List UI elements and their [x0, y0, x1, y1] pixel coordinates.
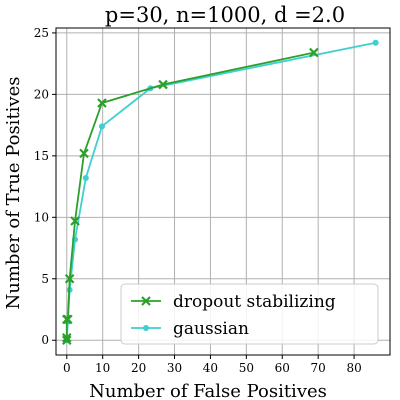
- chart-title: p=30, n=1000, d =2.0: [105, 3, 345, 27]
- data-point-stroke: [61, 333, 72, 343]
- data-point: [372, 39, 379, 46]
- y-tick-label: 15: [34, 149, 49, 163]
- y-tick-label: 10: [34, 210, 49, 224]
- x-tick-label: 50: [239, 361, 254, 375]
- y-tick-label: 5: [41, 272, 49, 286]
- data-point-stroke: [97, 98, 107, 108]
- legend-label: gaussian: [173, 319, 249, 339]
- data-point-stroke: [309, 47, 319, 58]
- plot-frame: [55, 27, 391, 356]
- ticks: 0 10 20 30 40 50 60 70 80 0 5 10 15 20 25: [34, 26, 362, 375]
- x-tick-label: 20: [131, 361, 146, 375]
- series-dropout-stabilizing: [61, 47, 319, 346]
- data-point: [64, 274, 75, 284]
- data-point-stroke: [158, 79, 168, 90]
- data-point: [98, 123, 105, 130]
- legend: dropout stabilizing gaussian: [120, 283, 379, 345]
- legend-box: [120, 283, 379, 345]
- x-tick-label: 10: [95, 361, 110, 375]
- legend-swatch-marker: [141, 296, 151, 306]
- series-layer: [61, 39, 379, 346]
- x-axis-label: Number of False Positives: [89, 381, 327, 400]
- data-point: [61, 335, 72, 346]
- data-point-stroke: [61, 335, 72, 346]
- legend-label: dropout stabilizing: [173, 292, 336, 312]
- data-point: [61, 333, 72, 343]
- y-axis-label: Number of True Positives: [3, 77, 24, 310]
- legend-swatch-marker: [143, 325, 149, 331]
- x-tick-label: 30: [167, 361, 182, 375]
- x-tick-label: 40: [203, 361, 218, 375]
- legend-swatch-marker-stroke: [141, 296, 151, 306]
- x-tick-label: 70: [311, 361, 326, 375]
- x-tick-label: 0: [63, 361, 71, 375]
- data-point: [79, 148, 89, 159]
- y-tick-label: 25: [34, 26, 49, 40]
- x-tick-label: 60: [275, 361, 290, 375]
- data-point-stroke: [63, 314, 73, 325]
- data-point-stroke: [70, 216, 80, 226]
- x-tick-label: 80: [346, 361, 361, 375]
- data-point: [97, 98, 107, 108]
- y-tick-label: 20: [34, 87, 49, 101]
- data-point: [63, 314, 73, 325]
- y-tick-label: 0: [41, 333, 49, 347]
- data-point: [309, 47, 319, 58]
- grid: [56, 28, 390, 355]
- data-point-stroke: [64, 274, 75, 284]
- data-point-stroke: [79, 148, 89, 159]
- data-point: [70, 216, 80, 226]
- data-point: [158, 79, 168, 90]
- data-point: [82, 174, 89, 181]
- series-line: [65, 51, 315, 341]
